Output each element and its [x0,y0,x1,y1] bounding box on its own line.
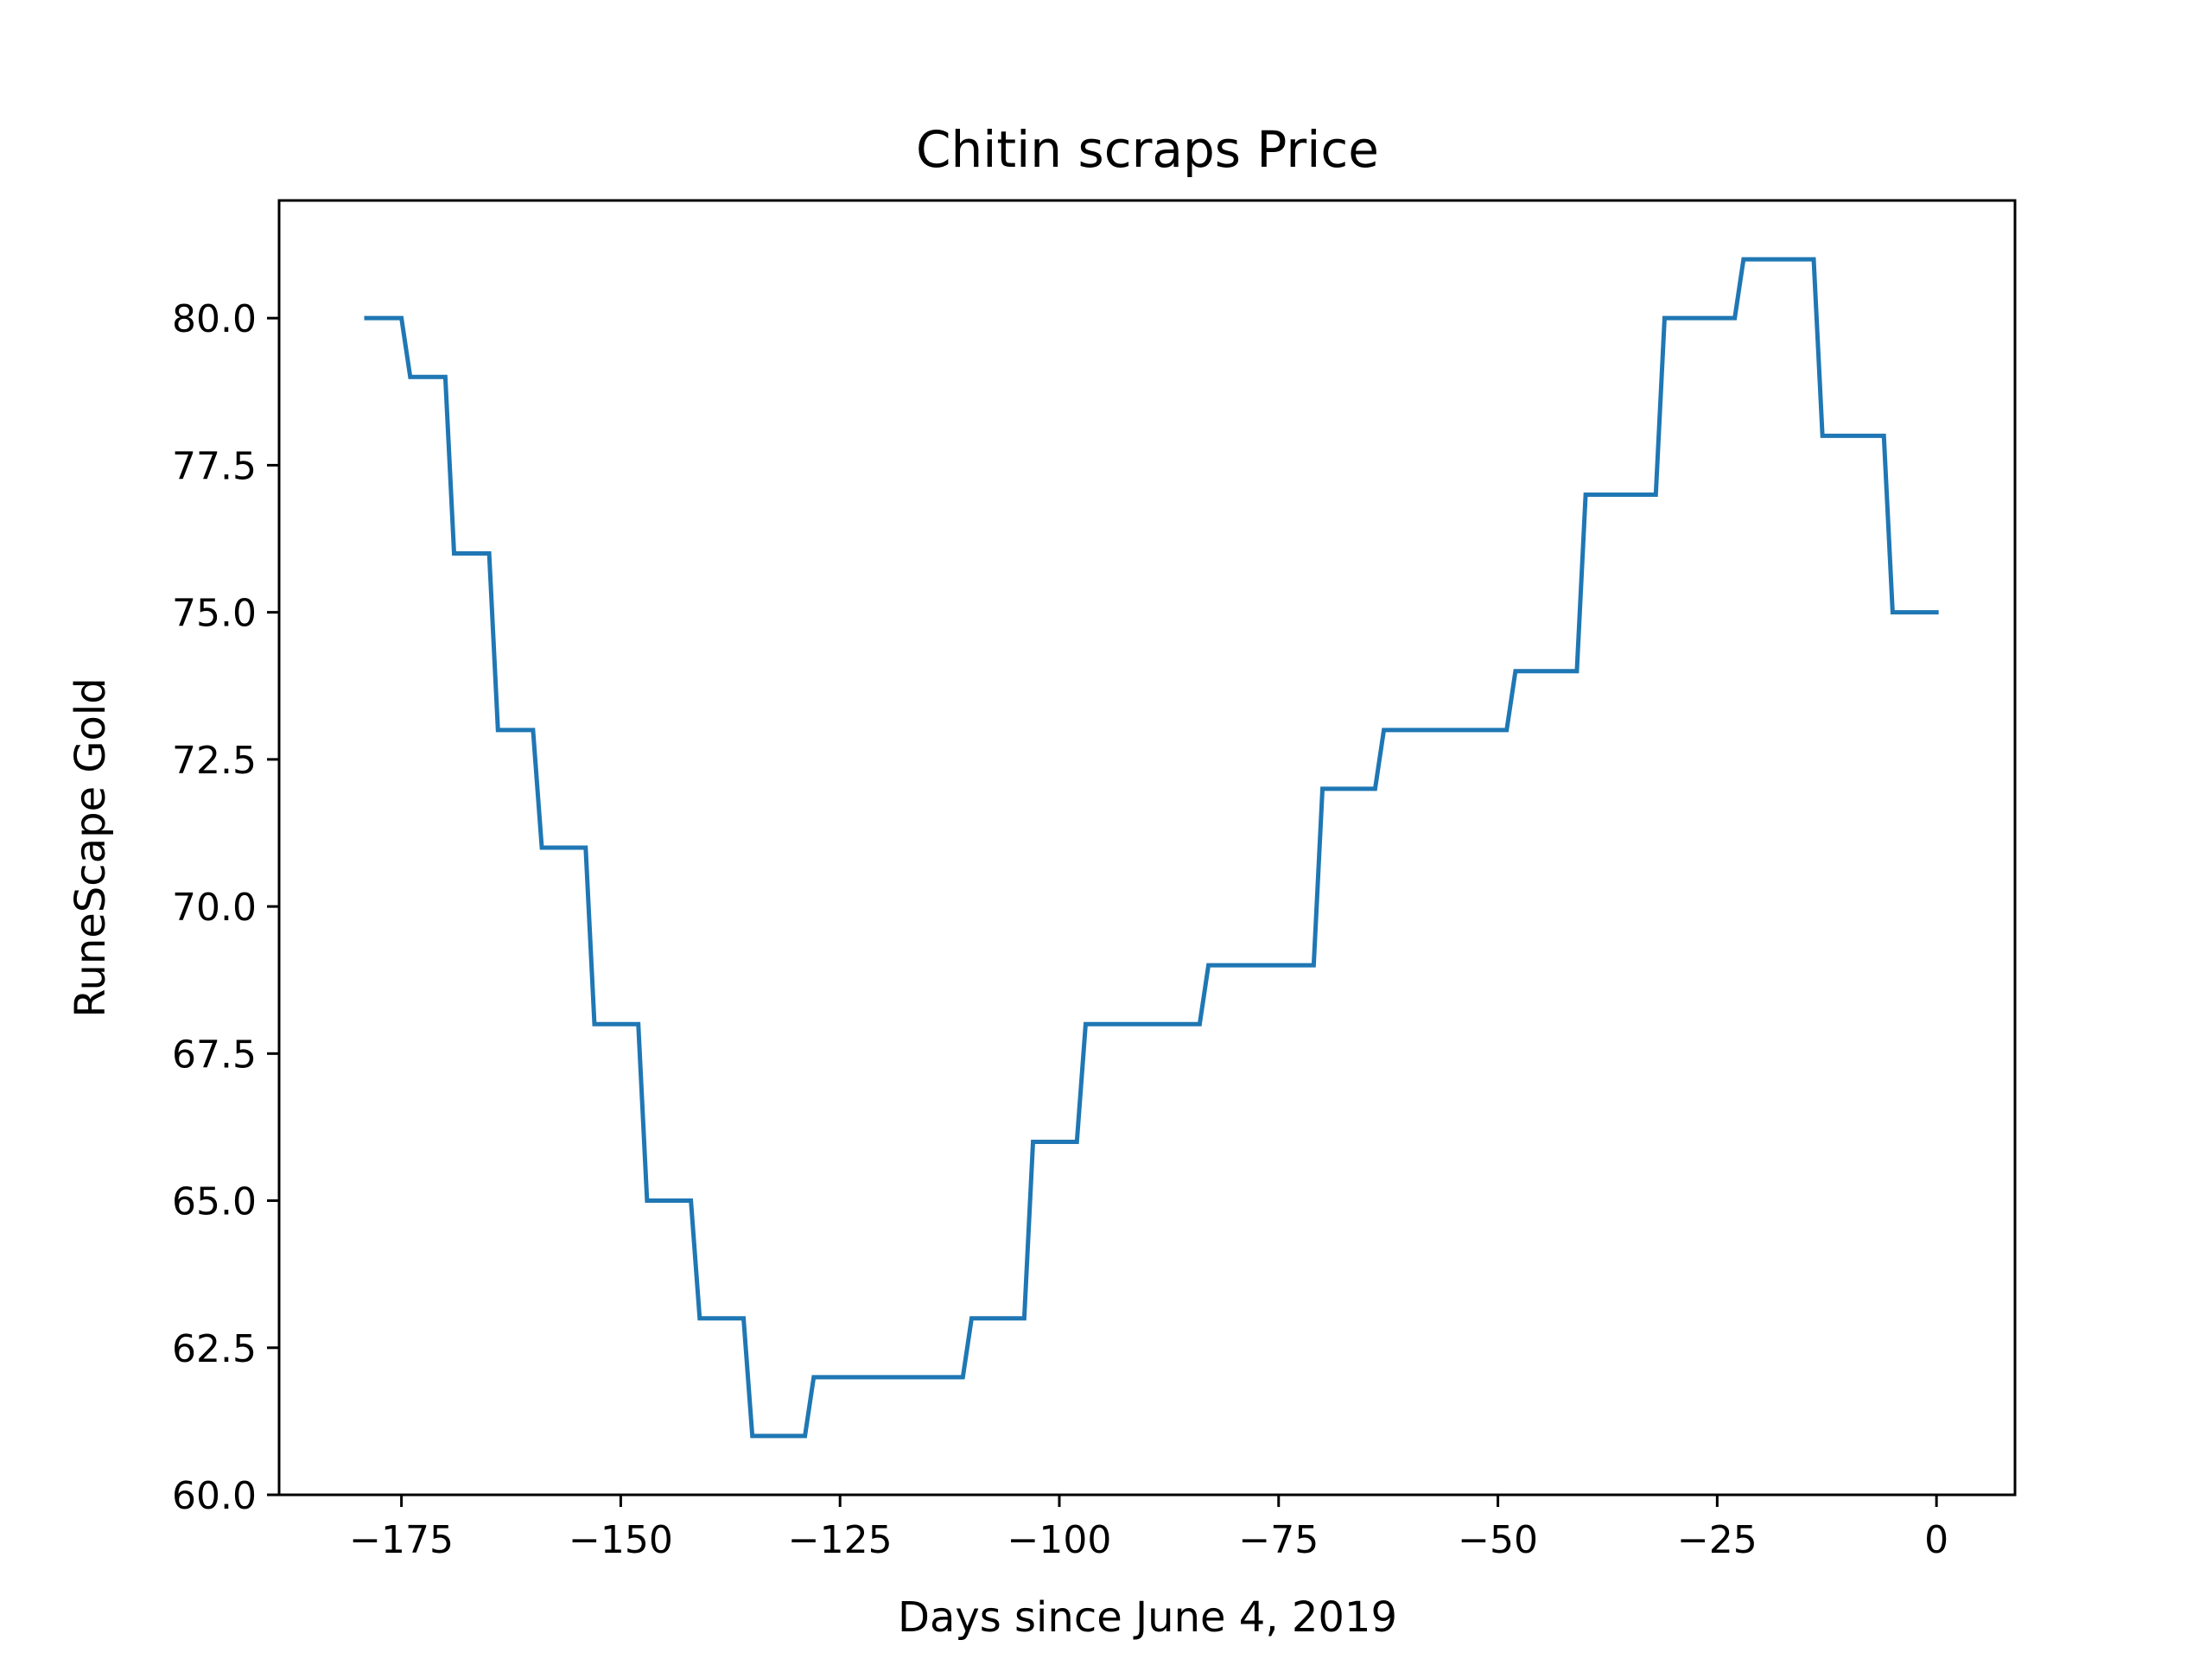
y-tick-label: 80.0 [172,297,257,341]
x-tick-label: −25 [1677,1518,1758,1562]
x-tick-label: −150 [569,1518,673,1562]
y-tick-label: 67.5 [172,1033,257,1077]
y-tick-label: 75.0 [172,592,257,636]
y-tick-label: 70.0 [172,886,257,930]
y-tick-label: 62.5 [172,1327,257,1371]
x-tick-label: −175 [349,1518,454,1562]
x-tick-label: −50 [1458,1518,1538,1562]
y-axis: 60.0 62.5 65.0 67.5 70.0 72.5 75.0 77.5 80.0 [172,297,279,1518]
x-tick-label: −75 [1238,1518,1319,1562]
plot-frame [277,199,2017,1497]
x-tick-label: −125 [788,1518,893,1562]
y-tick-label: 60.0 [172,1474,257,1518]
y-tick-label: 65.0 [172,1180,257,1224]
y-axis-label: RuneScape Gold [67,677,115,1017]
y-tick-label: 72.5 [172,739,257,783]
chart-title: Chitin scraps Price [916,120,1379,179]
x-tick-label: 0 [1924,1518,1948,1562]
series-line-0 [364,257,1939,1439]
x-axis: −175 −150 −125 −100 −75 −50 −25 0 [349,1495,1948,1562]
y-tick-label: 77.5 [172,444,257,488]
x-tick-label: −100 [1007,1518,1112,1562]
x-axis-label: Days since June 4, 2019 [898,1593,1397,1642]
